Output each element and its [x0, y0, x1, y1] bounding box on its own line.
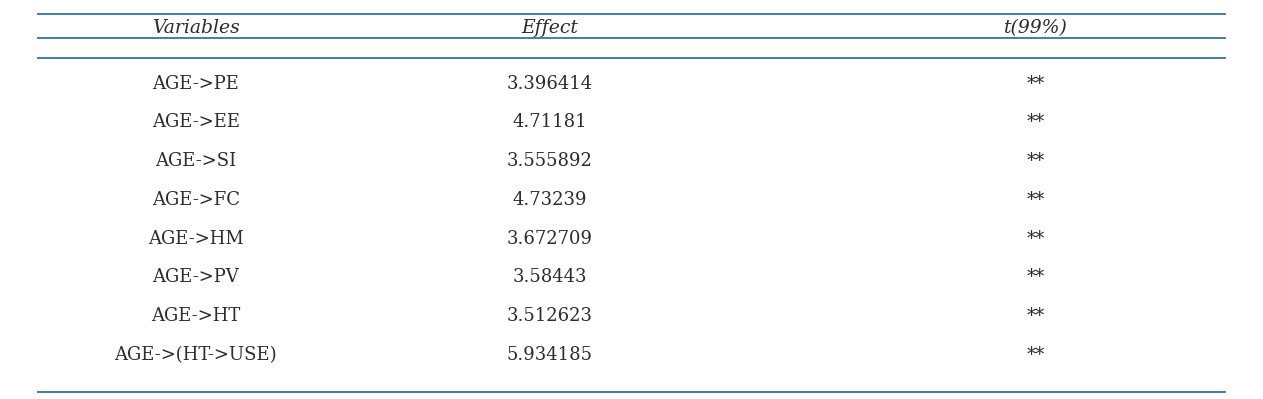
Text: AGE->PV: AGE->PV	[153, 268, 239, 286]
Text: **: **	[1027, 268, 1045, 286]
Text: **: **	[1027, 346, 1045, 364]
Text: 3.555892: 3.555892	[506, 152, 592, 170]
Text: t(99%): t(99%)	[1004, 19, 1067, 37]
Text: **: **	[1027, 113, 1045, 132]
Text: **: **	[1027, 307, 1045, 325]
Text: **: **	[1027, 75, 1045, 93]
Text: AGE->SI: AGE->SI	[155, 152, 236, 170]
Text: Variables: Variables	[152, 19, 240, 37]
Text: Effect: Effect	[520, 19, 578, 37]
Text: 3.396414: 3.396414	[506, 75, 592, 93]
Text: **: **	[1027, 152, 1045, 170]
Text: 3.58443: 3.58443	[513, 268, 586, 286]
Text: AGE->HT: AGE->HT	[152, 307, 240, 325]
Text: AGE->HM: AGE->HM	[148, 229, 244, 248]
Text: **: **	[1027, 191, 1045, 209]
Text: 4.71181: 4.71181	[512, 113, 587, 132]
Text: AGE->PE: AGE->PE	[153, 75, 239, 93]
Text: 3.512623: 3.512623	[506, 307, 592, 325]
Text: 5.934185: 5.934185	[506, 346, 592, 364]
Text: AGE->(HT->USE): AGE->(HT->USE)	[115, 346, 277, 364]
Text: 3.672709: 3.672709	[506, 229, 592, 248]
Text: 4.73239: 4.73239	[513, 191, 586, 209]
Text: AGE->FC: AGE->FC	[152, 191, 240, 209]
Text: **: **	[1027, 229, 1045, 248]
Text: AGE->EE: AGE->EE	[152, 113, 240, 132]
